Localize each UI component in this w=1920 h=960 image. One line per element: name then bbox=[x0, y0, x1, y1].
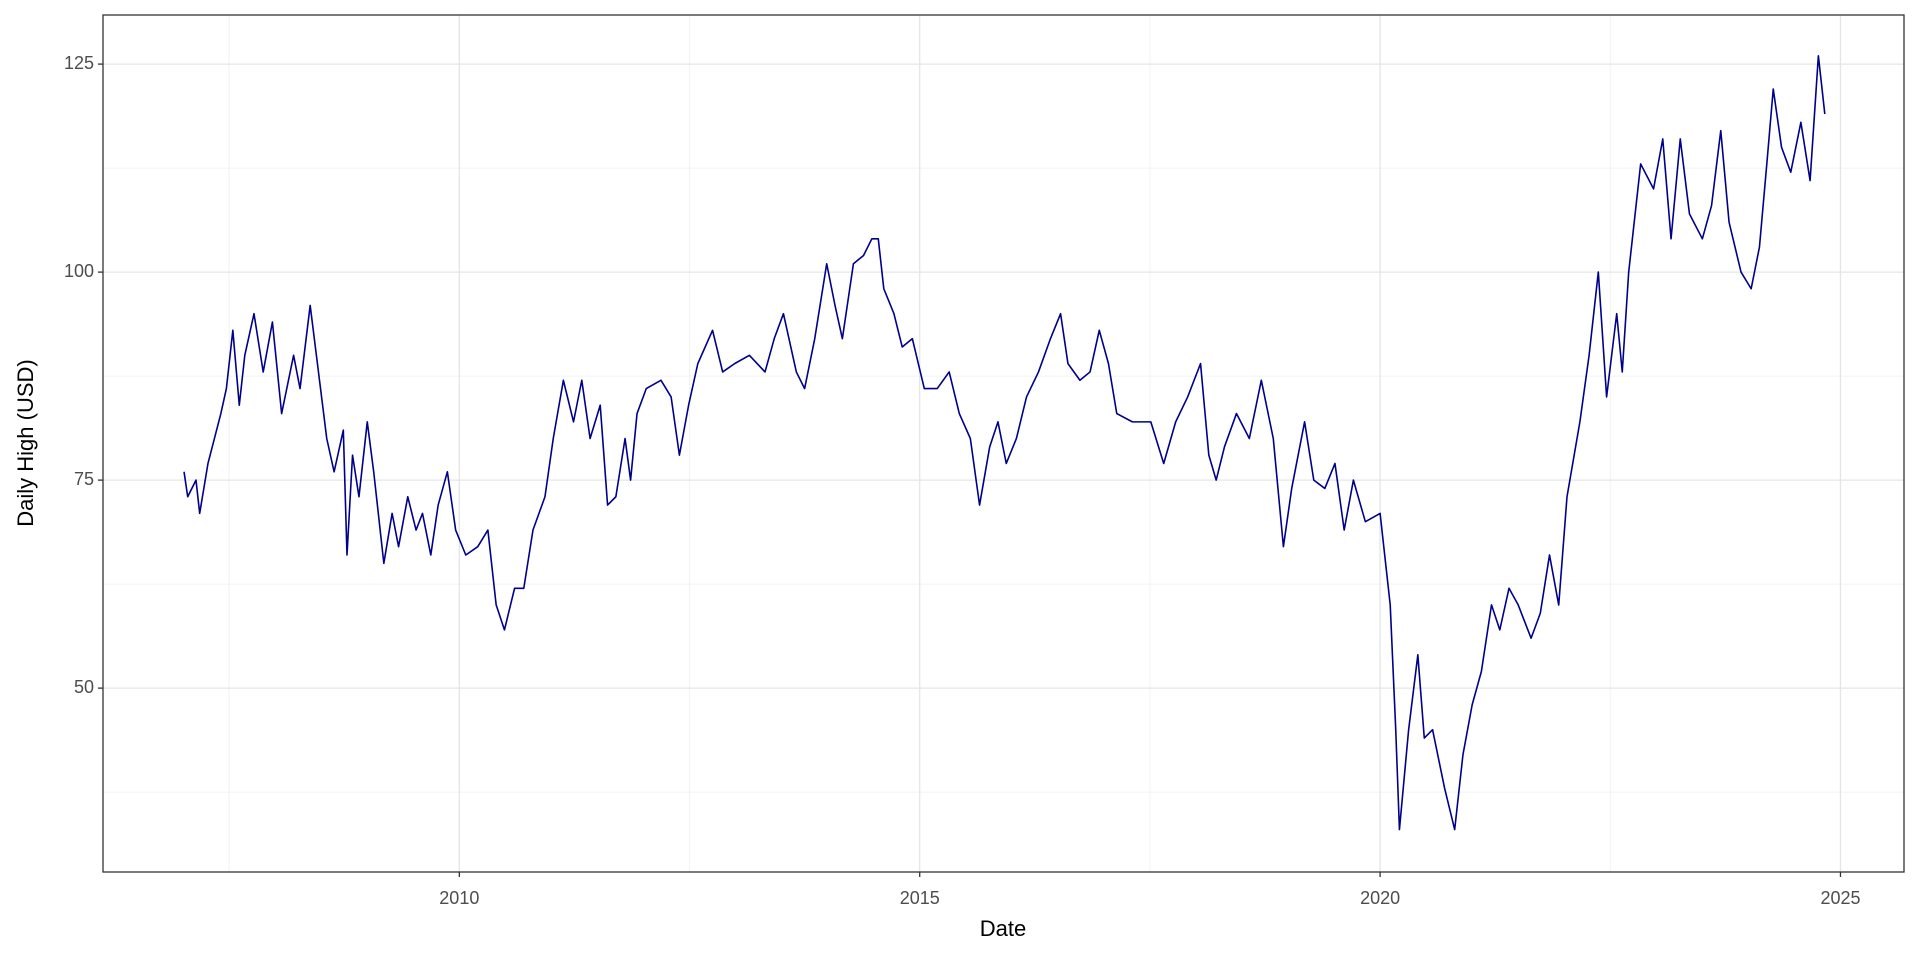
x-tick-label: 2010 bbox=[439, 888, 479, 908]
x-axis-label: Date bbox=[980, 916, 1026, 941]
y-tick-label: 100 bbox=[64, 261, 94, 281]
y-tick-label: 50 bbox=[74, 677, 94, 697]
x-tick-label: 2015 bbox=[900, 888, 940, 908]
x-tick-label: 2025 bbox=[1820, 888, 1860, 908]
line bbox=[183, 54, 1826, 831]
y-tick-label: 125 bbox=[64, 53, 94, 73]
x-tick-label: 2020 bbox=[1360, 888, 1400, 908]
panel-border bbox=[102, 14, 1905, 873]
y-axis-label: Daily High (USD) bbox=[13, 359, 38, 526]
y-tick-label: 75 bbox=[74, 469, 94, 489]
